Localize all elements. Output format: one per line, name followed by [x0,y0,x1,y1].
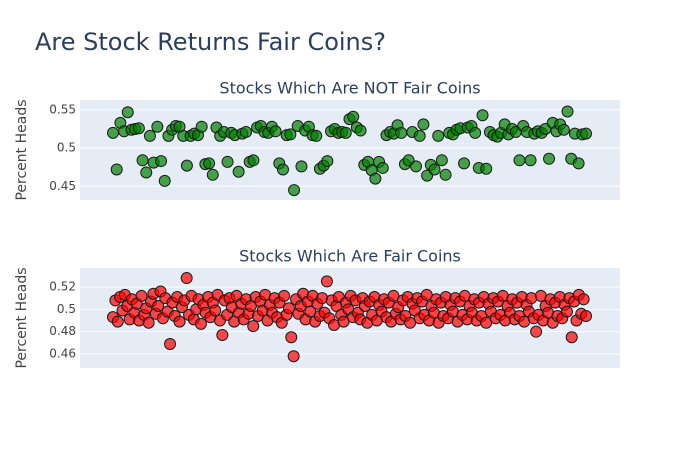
point [232,165,245,178]
point [111,315,124,328]
point [524,154,537,167]
subplot-title: Stocks Which Are Fair Coins [239,247,461,266]
point [143,129,156,142]
point [304,305,317,318]
point [140,166,153,179]
point [107,126,119,139]
point [206,168,219,181]
point [577,293,590,306]
point [135,289,148,302]
point [155,155,168,168]
point [121,106,134,119]
point [276,163,289,176]
point [354,124,367,137]
point [560,305,573,318]
point [152,299,165,312]
point [410,160,423,173]
y-axis-title: Percent Heads [14,99,30,200]
point [295,160,308,173]
point [310,129,323,142]
point [376,161,389,174]
point [195,120,208,133]
point [136,154,149,167]
figure-title: Are Stock Returns Fair Coins? [35,28,386,56]
point [458,157,471,170]
point [132,122,145,135]
point [369,172,382,185]
point [216,329,229,342]
point [435,154,448,167]
point [530,325,543,338]
point [428,163,441,176]
point [413,129,426,142]
point [194,317,207,330]
point [287,350,300,363]
point [476,109,489,122]
point [203,157,216,170]
point [240,126,253,139]
point [572,157,585,170]
point [469,126,482,139]
point [321,155,334,168]
point [285,331,298,344]
y-tick-label: 0.52 [49,279,76,293]
point [209,304,222,317]
point [337,315,350,328]
point [513,154,526,167]
point [180,272,193,285]
y-tick-label: 0.48 [49,324,76,338]
point [561,105,574,118]
point [221,155,234,168]
point [142,316,155,329]
point [432,129,445,142]
y-tick-label: 0.5 [57,302,76,316]
y-axis-title: Percent Heads [14,267,30,368]
point [278,289,291,302]
y-tick-label: 0.5 [57,141,76,155]
point [110,163,123,176]
point [288,184,301,197]
y-tick-label: 0.46 [49,347,76,361]
point [439,168,452,181]
point [151,120,164,133]
point [580,127,592,140]
point [404,316,417,329]
point [339,126,352,139]
point [480,316,493,329]
point [282,302,295,315]
point [164,337,177,350]
point [180,159,193,172]
point [173,315,186,328]
point [247,320,260,333]
point [557,123,570,136]
point [543,152,556,165]
point [480,162,493,175]
point [269,125,282,138]
point [247,154,260,167]
point [395,126,408,139]
point [420,288,433,301]
y-tick-label: 0.55 [49,102,76,116]
point [347,110,360,123]
subplot-title: Stocks Which Are NOT Fair Coins [219,79,480,98]
point [580,310,592,323]
point [320,275,333,288]
y-tick-label: 0.45 [49,179,76,193]
point [565,331,578,344]
point [417,118,430,131]
point [284,128,297,141]
point [158,174,171,187]
point [387,289,400,302]
